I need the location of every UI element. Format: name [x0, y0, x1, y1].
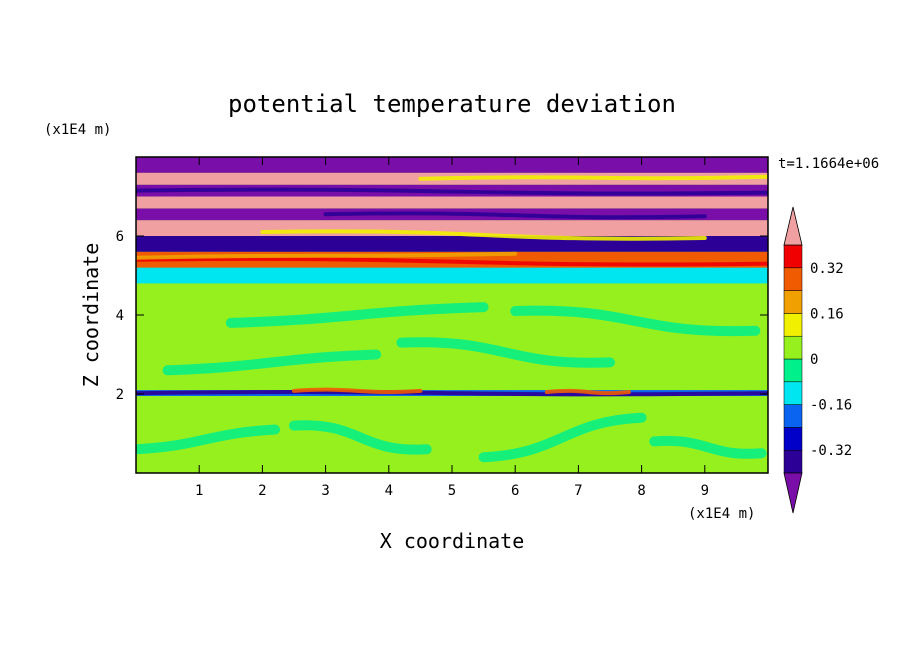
y-axis-unit: (x1E4 m)	[44, 122, 111, 138]
x-tick-label: 3	[321, 483, 329, 499]
y-axis: 2 4 6	[116, 229, 768, 403]
x-tick-label: 1	[195, 483, 203, 499]
colorbar-segment	[783, 427, 803, 451]
y-tick-label: 6	[116, 229, 124, 245]
contour-streak	[289, 420, 432, 455]
x-tick-label: 7	[574, 483, 582, 499]
x-axis-unit: (x1E4 m)	[688, 506, 755, 522]
x-axis-label: X coordinate	[380, 529, 525, 553]
colorbar-segment	[783, 244, 803, 269]
x-tick-label: 6	[511, 483, 519, 499]
colorbar: 0.32 0.16 0 -0.16 -0.32	[783, 206, 852, 514]
contour-streak	[292, 387, 423, 394]
colorbar-segment	[783, 335, 803, 360]
x-tick-label: 9	[701, 483, 709, 499]
colorbar-segment	[783, 313, 803, 337]
contour-streak	[544, 388, 631, 396]
contour-streak	[136, 187, 768, 196]
colorbar-segment	[783, 381, 803, 405]
x-tick-label: 4	[385, 483, 393, 499]
x-tick-label: 8	[637, 483, 645, 499]
contour-streak	[323, 211, 707, 220]
colorbar-extend-high	[783, 206, 803, 246]
contour-streak	[510, 305, 761, 337]
y-axis-label: Z coordinate	[79, 243, 103, 388]
colorbar-segment	[783, 290, 803, 314]
colorbar-label: -0.16	[810, 398, 852, 414]
contour-streak	[225, 302, 489, 328]
colorbar-label: 0.32	[810, 261, 844, 277]
chart-title: potential temperature deviation	[228, 90, 676, 118]
contour-streak	[136, 251, 518, 260]
colorbar-segment	[783, 449, 803, 474]
contour-streak	[136, 273, 768, 280]
contour-streak	[260, 229, 707, 241]
contour-streak	[136, 424, 281, 455]
time-label: t=1.1664e+06	[778, 156, 879, 172]
colorbar-segment	[783, 404, 803, 428]
y-tick-label: 4	[116, 308, 124, 324]
x-axis: 1 2 3 4 5 6 7 8 9	[195, 157, 709, 499]
contour-streak	[136, 390, 768, 397]
contour-band	[136, 196, 768, 209]
contour-streak	[649, 435, 767, 459]
colorbar-label: 0.16	[810, 306, 844, 322]
contour-streak	[136, 256, 768, 267]
colorbar-segment	[783, 358, 803, 383]
x-tick-label: 2	[258, 483, 266, 499]
colorbar-label: -0.32	[810, 443, 852, 459]
contour-streak	[418, 174, 768, 181]
y-tick-label: 2	[116, 387, 124, 403]
colorbar-label: 0	[810, 352, 818, 368]
contour-band	[136, 283, 768, 391]
x-tick-label: 5	[448, 483, 456, 499]
contour-field	[136, 157, 768, 473]
contour-streak	[396, 337, 615, 368]
contour-streak	[136, 241, 768, 251]
contour-streak	[162, 349, 382, 376]
colorbar-segment	[783, 267, 803, 291]
colorbar-extend-low	[783, 472, 803, 514]
contour-streak	[478, 412, 647, 463]
